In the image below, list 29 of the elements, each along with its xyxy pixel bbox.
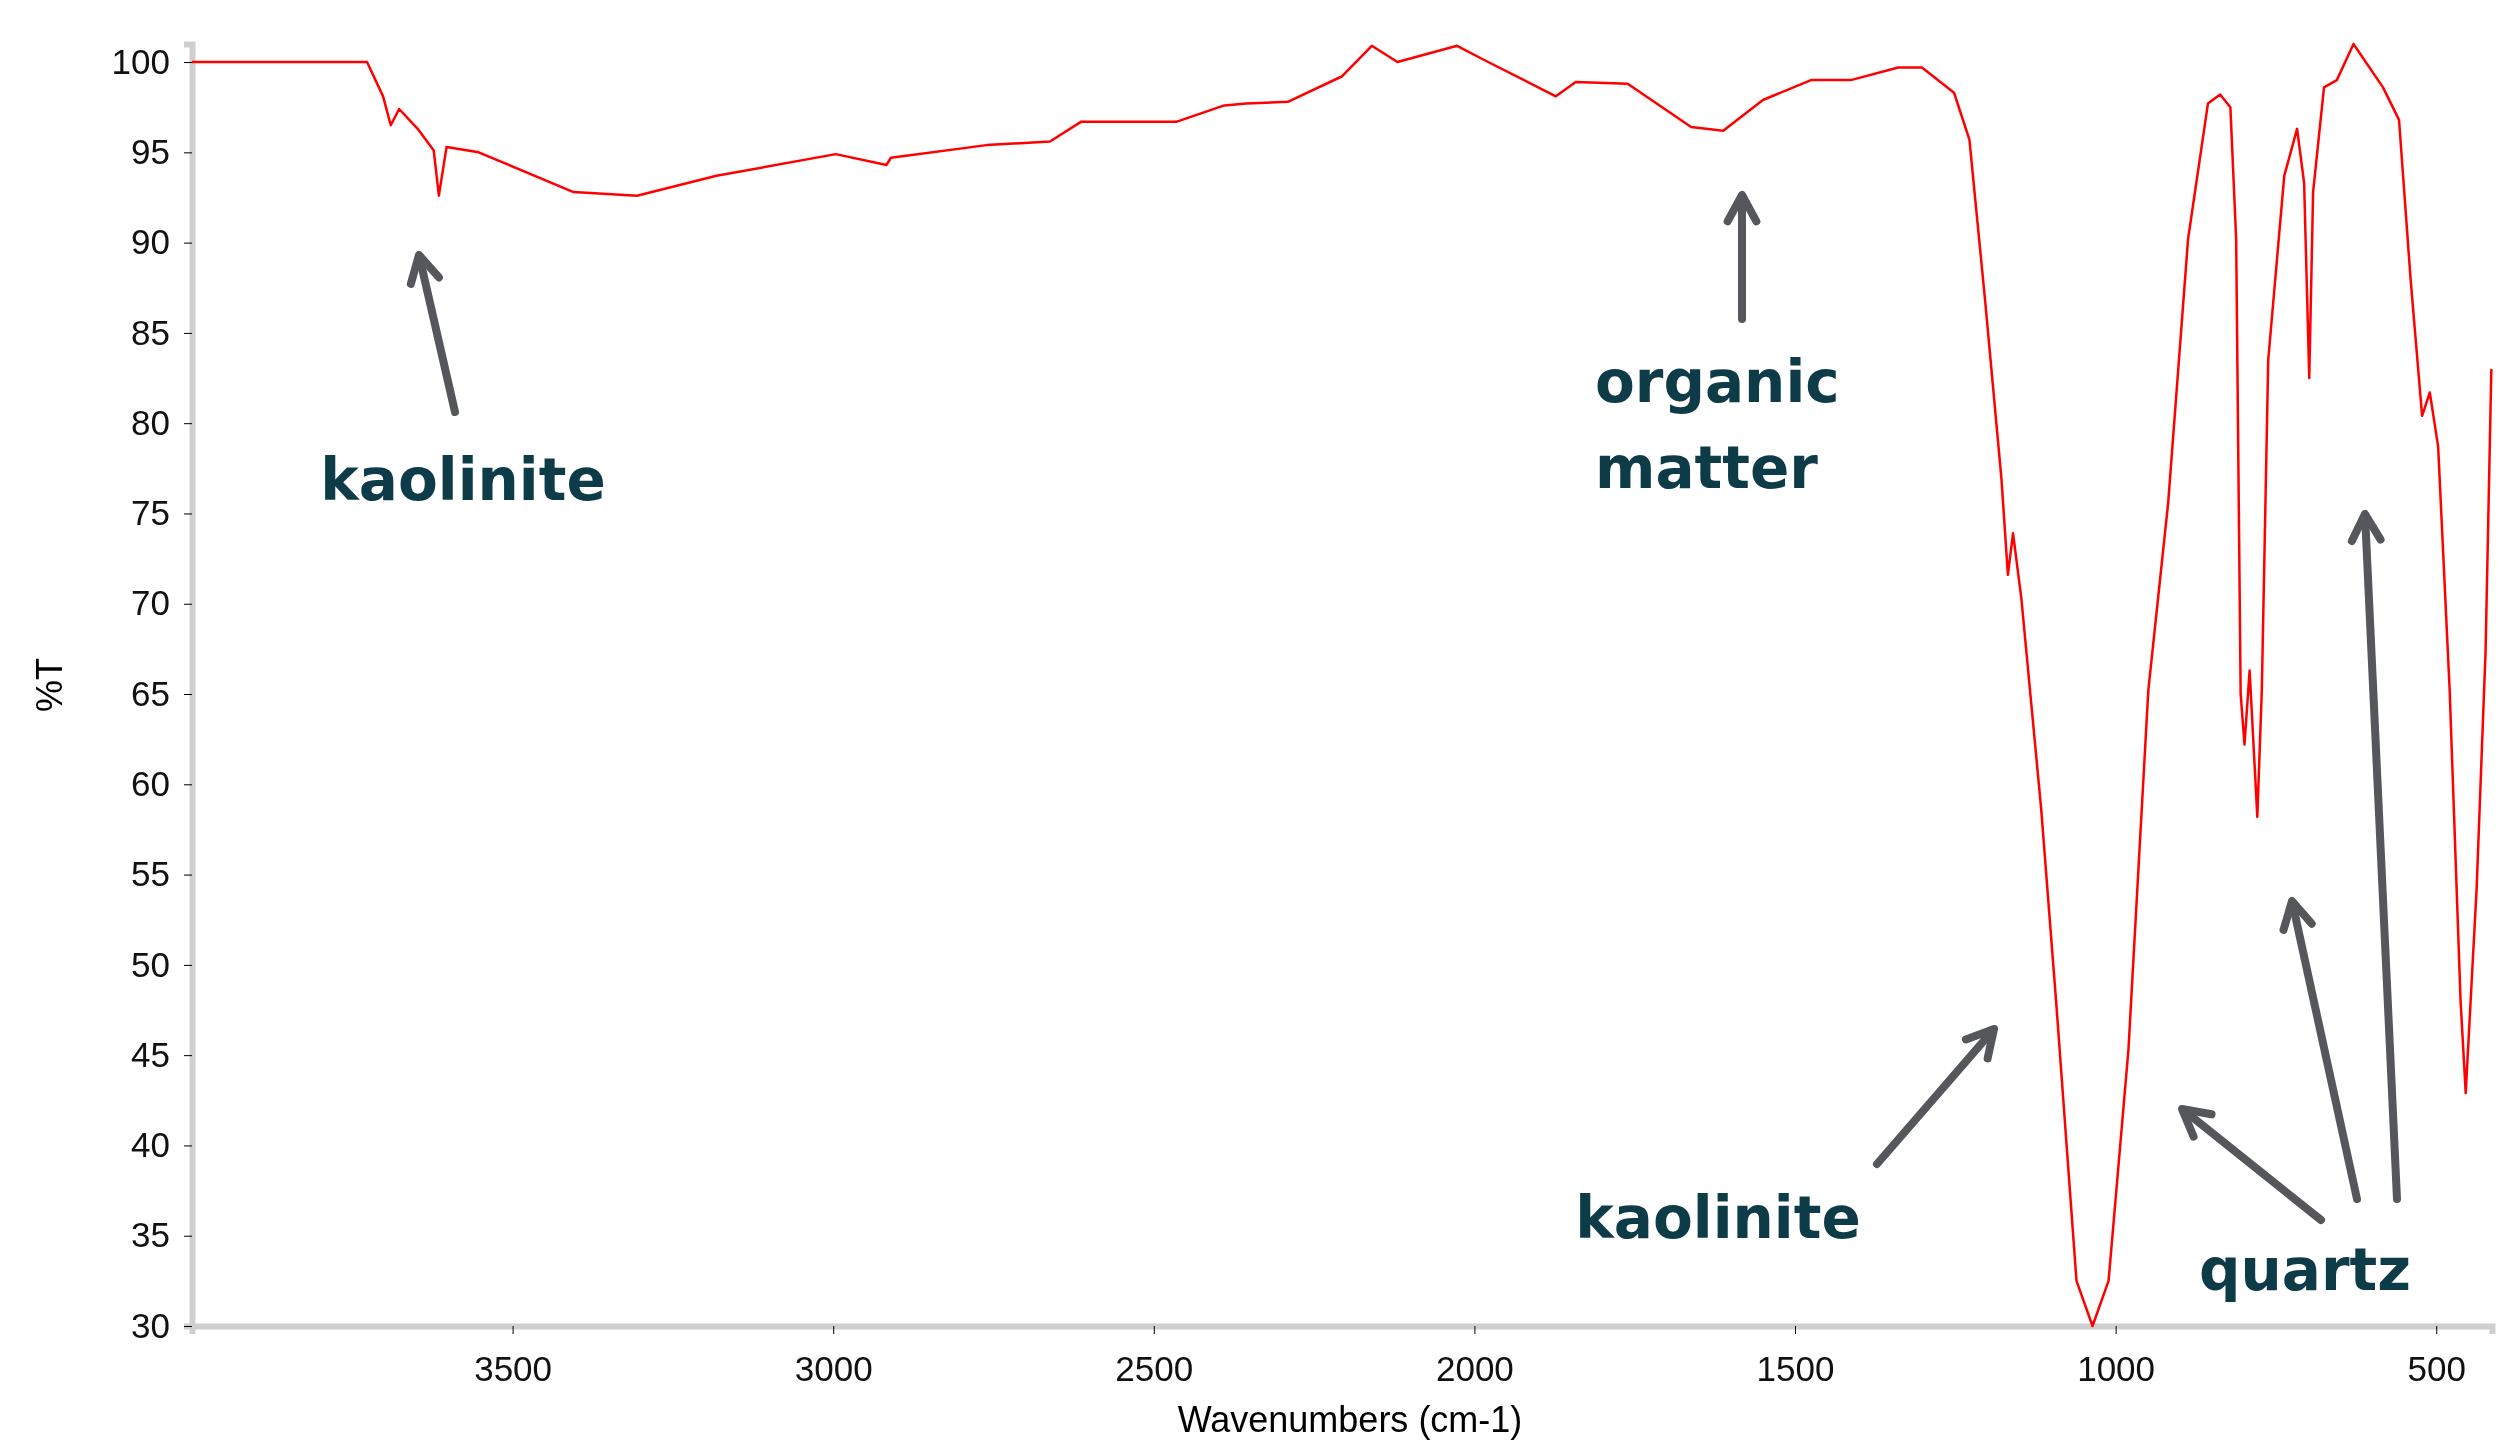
y-tick-label: 60 bbox=[131, 764, 170, 804]
y-tick-label: 70 bbox=[131, 583, 170, 623]
y-tick-label: 45 bbox=[131, 1034, 170, 1074]
y-tick-label: 30 bbox=[131, 1305, 170, 1345]
x-tick-label: 3000 bbox=[794, 1348, 873, 1388]
y-tick-label: 35 bbox=[131, 1215, 170, 1255]
y-tick-label: 80 bbox=[131, 402, 170, 442]
x-tick-label: 1500 bbox=[1756, 1348, 1835, 1388]
x-tick-label: 1000 bbox=[2077, 1348, 2156, 1388]
x-axis-title: Wavenumbers (cm-1) bbox=[1177, 1399, 1523, 1440]
annotation: kaolinite bbox=[1575, 1184, 1861, 1252]
x-tick-label: 2000 bbox=[1435, 1348, 1514, 1388]
annotation: organic matter bbox=[1595, 348, 1840, 502]
y-tick-label: 50 bbox=[131, 944, 170, 984]
x-tick-label: 3500 bbox=[474, 1348, 553, 1388]
y-tick-label: 75 bbox=[131, 493, 170, 533]
y-tick-label: 95 bbox=[131, 132, 170, 172]
y-tick-label: 90 bbox=[131, 222, 170, 262]
annotation: quartz bbox=[2198, 1236, 2412, 1304]
y-tick-label: 85 bbox=[131, 312, 170, 352]
y-tick-label: 55 bbox=[131, 854, 170, 894]
x-tick-label: 2500 bbox=[1115, 1348, 1194, 1388]
y-tick-label: 40 bbox=[131, 1125, 170, 1165]
annotation: kaolinite bbox=[320, 446, 606, 514]
x-tick-label: 500 bbox=[2407, 1348, 2466, 1388]
y-tick-label: 65 bbox=[131, 673, 170, 713]
y-axis-title: %T bbox=[29, 657, 70, 712]
line-series bbox=[190, 42, 2493, 1328]
y-tick-label: 100 bbox=[111, 41, 170, 81]
